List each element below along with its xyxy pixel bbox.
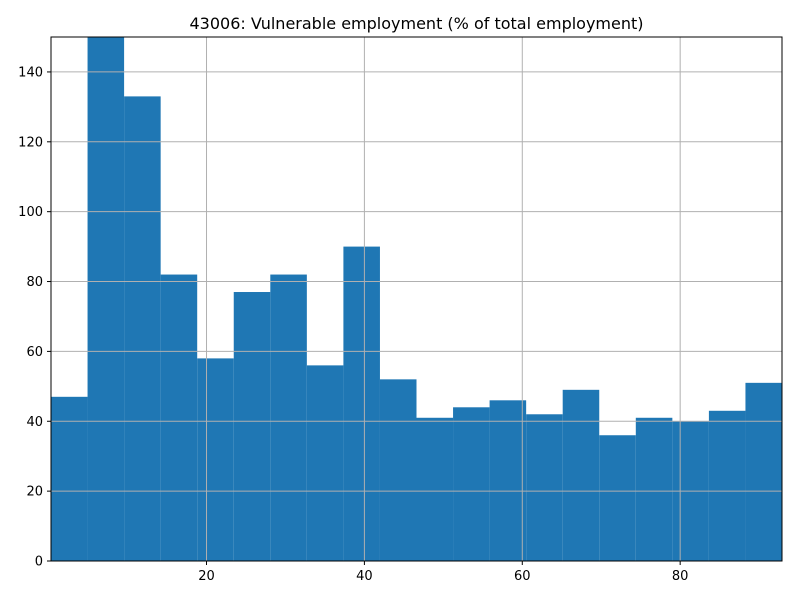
histogram-bar <box>197 358 234 561</box>
y-tick-label: 80 <box>26 275 43 290</box>
histogram-bar <box>233 292 271 561</box>
histogram-bar <box>489 400 527 561</box>
histogram-bar <box>745 382 782 561</box>
histogram-bar <box>87 37 125 561</box>
plot-frame <box>50 36 783 562</box>
histogram-bar <box>270 274 307 561</box>
ticks-group: 20 40 60 80 0 20 40 60 80 100 120 140 <box>18 65 688 584</box>
histogram-bar <box>379 379 417 561</box>
y-tick-label: 120 <box>18 135 43 150</box>
histogram-bar <box>562 389 600 561</box>
histogram-bar <box>453 407 490 561</box>
x-tick-label: 20 <box>198 569 215 584</box>
histogram-bar <box>599 435 636 561</box>
histogram-bar <box>160 274 198 561</box>
x-tick-label: 60 <box>514 569 531 584</box>
histogram-bar <box>526 414 563 561</box>
bars-group <box>51 37 782 562</box>
y-tick-label: 20 <box>26 485 43 500</box>
y-tick-label: 100 <box>18 205 43 220</box>
y-tick-label: 140 <box>18 65 43 80</box>
histogram-bar <box>708 410 746 561</box>
histogram-bar <box>343 246 380 561</box>
y-tick-label: 0 <box>35 555 43 570</box>
y-tick-label: 40 <box>26 415 43 430</box>
histogram-bar <box>416 417 454 561</box>
histogram-bar <box>635 417 673 561</box>
x-tick-label: 80 <box>672 569 689 584</box>
histogram-bar <box>124 96 161 562</box>
y-tick-label: 60 <box>26 345 43 360</box>
grid-group <box>51 37 782 562</box>
histogram-bar <box>306 365 344 561</box>
x-tick-label: 40 <box>356 569 373 584</box>
chart-title: 43006: Vulnerable employment (% of total… <box>189 14 643 33</box>
histogram-bar <box>51 396 88 561</box>
